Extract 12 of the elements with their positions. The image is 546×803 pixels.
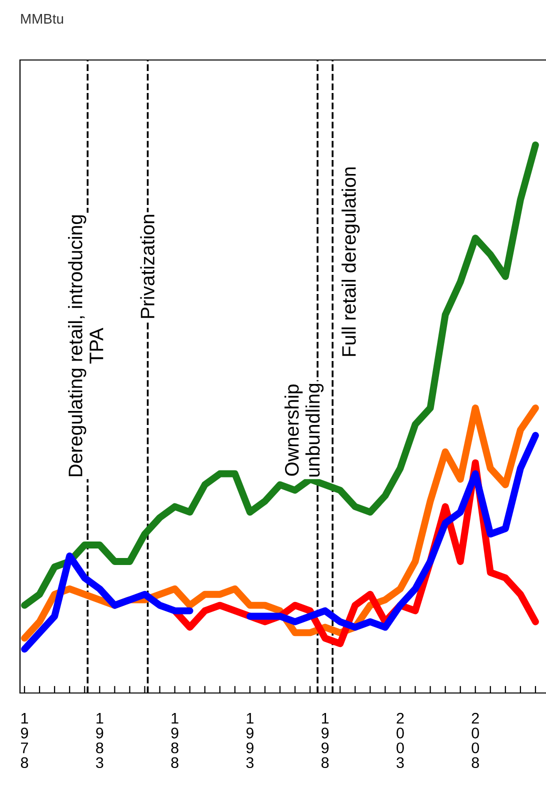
ref-line-label: Deregulating retail, introducing TPA (68, 215, 104, 476)
x-tick-label: 1993 (246, 713, 254, 768)
x-tick-label: 1978 (20, 713, 28, 768)
ref-line-label: Privatization (140, 214, 154, 318)
x-tick-label: 2008 (472, 712, 480, 768)
x-tick-label: 1988 (171, 713, 178, 768)
ref-line-label: Full retail deregulation (342, 167, 360, 356)
x-tick-label: 2003 (396, 712, 404, 768)
text: MMBtu (21, 14, 64, 24)
x-tick-label: 1998 (321, 713, 329, 768)
ref-line-label: Ownership unbundling (284, 384, 324, 477)
x-tick-label: 1983 (96, 713, 104, 768)
